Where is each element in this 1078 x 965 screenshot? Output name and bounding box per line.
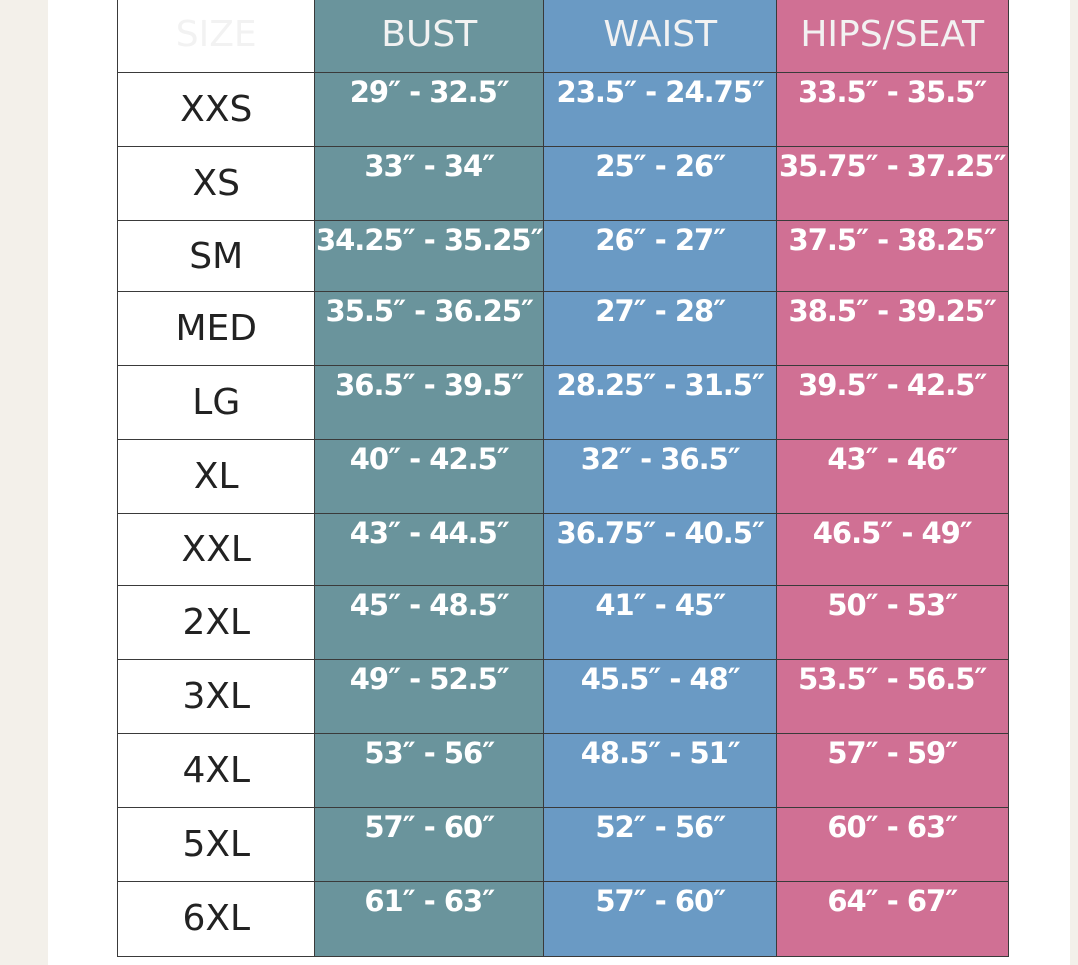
measurement-cell: 48.5″ - 51″: [543, 733, 778, 809]
measurement-cell: 61″ - 63″: [314, 881, 545, 957]
measurement-cell: 57″ - 59″: [776, 733, 1009, 809]
measurement-cell: 46.5″ - 49″: [776, 513, 1009, 587]
measurement-cell: 29″ - 32.5″: [314, 72, 545, 148]
header-cell: WAIST: [543, 0, 778, 74]
size-label: MED: [117, 291, 316, 367]
size-label: 5XL: [117, 807, 316, 883]
measurement-cell: 60″ - 63″: [776, 807, 1009, 883]
measurement-cell: 26″ - 27″: [543, 220, 778, 293]
header-cell: HIPS/SEAT: [776, 0, 1009, 74]
measurement-cell: 57″ - 60″: [543, 881, 778, 957]
size-label: XXS: [117, 72, 316, 148]
size-label: LG: [117, 365, 316, 441]
size-label: 4XL: [117, 733, 316, 809]
measurement-cell: 43″ - 46″: [776, 439, 1009, 515]
size-label: XL: [117, 439, 316, 515]
measurement-cell: 37.5″ - 38.25″: [776, 220, 1009, 293]
measurement-cell: 35.75″ - 37.25″: [776, 146, 1009, 222]
measurement-cell: 23.5″ - 24.75″: [543, 72, 778, 148]
measurement-cell: 52″ - 56″: [543, 807, 778, 883]
measurement-cell: 39.5″ - 42.5″: [776, 365, 1009, 441]
header-cell: BUST: [314, 0, 545, 74]
size-label: XS: [117, 146, 316, 222]
measurement-cell: 45″ - 48.5″: [314, 585, 545, 661]
measurement-cell: 38.5″ - 39.25″: [776, 291, 1009, 367]
measurement-cell: 41″ - 45″: [543, 585, 778, 661]
measurement-cell: 50″ - 53″: [776, 585, 1009, 661]
measurement-cell: 57″ - 60″: [314, 807, 545, 883]
measurement-cell: 43″ - 44.5″: [314, 513, 545, 587]
header-cell: SIZE: [117, 0, 316, 74]
measurement-cell: 25″ - 26″: [543, 146, 778, 222]
measurement-cell: 45.5″ - 48″: [543, 659, 778, 735]
measurement-cell: 35.5″ - 36.25″: [314, 291, 545, 367]
measurement-cell: 49″ - 52.5″: [314, 659, 545, 735]
measurement-cell: 33.5″ - 35.5″: [776, 72, 1009, 148]
measurement-cell: 28.25″ - 31.5″: [543, 365, 778, 441]
size-label: XXL: [117, 513, 316, 587]
measurement-cell: 53″ - 56″: [314, 733, 545, 809]
measurement-cell: 33″ - 34″: [314, 146, 545, 222]
size-label: 3XL: [117, 659, 316, 735]
measurement-cell: 36.75″ - 40.5″: [543, 513, 778, 587]
measurement-cell: 53.5″ - 56.5″: [776, 659, 1009, 735]
measurement-cell: 36.5″ - 39.5″: [314, 365, 545, 441]
size-label: 6XL: [117, 881, 316, 957]
measurement-cell: 27″ - 28″: [543, 291, 778, 367]
measurement-cell: 64″ - 67″: [776, 881, 1009, 957]
measurement-cell: 40″ - 42.5″: [314, 439, 545, 515]
size-label: SM: [117, 220, 316, 293]
size-label: 2XL: [117, 585, 316, 661]
measurement-cell: 34.25″ - 35.25″: [314, 220, 545, 293]
measurement-cell: 32″ - 36.5″: [543, 439, 778, 515]
